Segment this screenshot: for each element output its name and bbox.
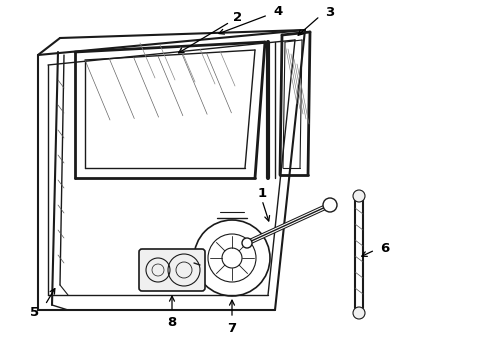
- Text: 2: 2: [233, 10, 243, 23]
- Circle shape: [353, 190, 365, 202]
- Text: 8: 8: [168, 315, 176, 328]
- Text: 6: 6: [380, 242, 390, 255]
- Circle shape: [323, 198, 337, 212]
- Text: 3: 3: [325, 5, 335, 18]
- FancyBboxPatch shape: [139, 249, 205, 291]
- Text: 1: 1: [257, 186, 267, 199]
- Circle shape: [242, 238, 252, 248]
- Text: 7: 7: [227, 321, 237, 334]
- Circle shape: [353, 307, 365, 319]
- Text: 5: 5: [30, 306, 40, 319]
- Text: 4: 4: [273, 5, 283, 18]
